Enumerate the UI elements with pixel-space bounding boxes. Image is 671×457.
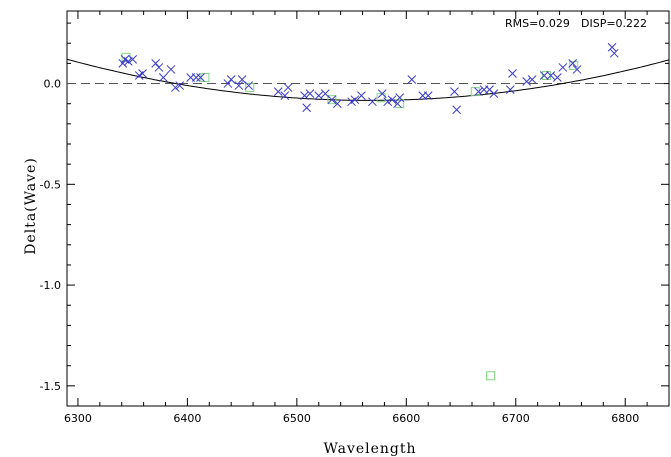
cross-point [377, 89, 387, 98]
cross-point [539, 71, 549, 80]
cross-point [357, 91, 366, 100]
cross-point [223, 79, 233, 88]
cross-point [522, 77, 532, 86]
cross-point [244, 81, 254, 90]
cross-point [489, 89, 499, 98]
fit-curve [67, 58, 669, 101]
cross-point [226, 75, 236, 84]
cross-point [572, 65, 582, 74]
cross-point [327, 95, 337, 105]
cross-point [273, 87, 283, 96]
cross-point [300, 91, 309, 100]
cross-point [350, 95, 360, 105]
y-tick-label: 0.0 [44, 78, 62, 91]
cross-point [154, 63, 164, 72]
x-tick-label: 6300 [64, 412, 92, 425]
square-point [327, 95, 337, 105]
y-tick-label: -1.5 [40, 380, 61, 393]
cross-point [302, 103, 312, 113]
cross-point [191, 73, 201, 82]
cross-point [568, 59, 578, 68]
cross-point [553, 73, 562, 82]
x-tick-label: 6500 [283, 412, 311, 425]
square-point [470, 87, 480, 97]
cross-point [314, 91, 324, 100]
cross-point [546, 71, 556, 80]
cross-point [395, 93, 405, 103]
cross-point [450, 87, 459, 96]
cross-point [393, 99, 402, 109]
cross-point [609, 48, 619, 58]
cross-point [171, 83, 180, 92]
cross-point [387, 95, 397, 105]
x-tick-label: 6400 [173, 412, 201, 425]
cross-point [151, 59, 161, 68]
plot-frame [66, 10, 670, 407]
square-point [245, 83, 255, 93]
cross-point [332, 99, 342, 109]
cross-point [138, 69, 147, 78]
cross-point [452, 105, 462, 115]
square-point [486, 371, 496, 381]
y-tick-label: -1.0 [40, 279, 61, 292]
cross-point [383, 97, 393, 107]
x-axis-label: Wavelength [323, 441, 416, 457]
cross-point [175, 81, 185, 90]
cross-point [196, 73, 205, 82]
square-point [376, 93, 386, 103]
cross-point [527, 75, 537, 84]
x-tick-label: 6700 [502, 412, 530, 425]
cross-point [305, 89, 315, 98]
x-tick-label: 6800 [611, 412, 639, 425]
cross-point [558, 63, 568, 72]
cross-point [128, 55, 138, 64]
square-point [200, 73, 210, 83]
cross-point [607, 42, 617, 52]
cross-point [118, 59, 128, 68]
cross-point [423, 91, 433, 100]
plot-layer: 6300 6400 6500 6600 6700 6800 0.0 -0.5 -1.0 -1.5 [40, 10, 670, 425]
rms-annotation: RMS=0.029 [505, 17, 570, 30]
disp-annotation: DISP=0.222 [581, 17, 647, 30]
cross-point [166, 65, 176, 74]
cross-point [505, 85, 515, 94]
cross-point [508, 69, 517, 78]
cross-point [280, 91, 290, 100]
cross-point [123, 57, 133, 66]
cross-point [407, 75, 417, 84]
square-point [569, 60, 579, 70]
cross-point [283, 83, 293, 92]
cross-point [234, 81, 244, 90]
cross-point [158, 73, 168, 82]
y-tick-label: -0.5 [40, 178, 61, 191]
cross-point [474, 87, 483, 96]
x-tick-label: 6600 [392, 412, 420, 425]
y-axis-label: Delta(Wave) [23, 157, 39, 255]
cross-point [368, 97, 377, 107]
